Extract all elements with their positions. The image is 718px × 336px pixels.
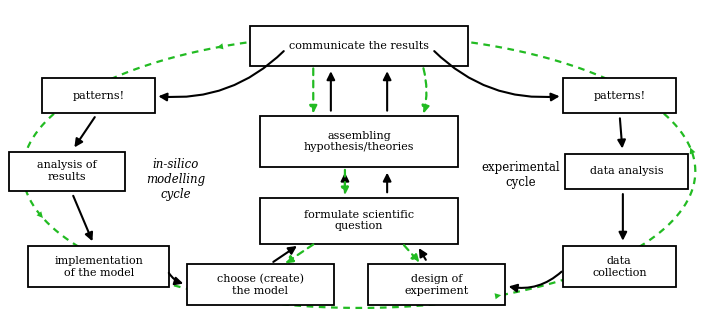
FancyBboxPatch shape	[187, 264, 335, 305]
Text: data analysis: data analysis	[589, 166, 663, 176]
FancyBboxPatch shape	[28, 246, 169, 287]
Text: implementation
of the model: implementation of the model	[55, 256, 143, 278]
Text: assembling
hypothesis/theories: assembling hypothesis/theories	[304, 131, 414, 153]
FancyBboxPatch shape	[261, 198, 457, 244]
Text: experimental
cycle: experimental cycle	[482, 161, 560, 188]
FancyBboxPatch shape	[9, 152, 125, 191]
FancyBboxPatch shape	[563, 246, 676, 287]
Text: analysis of
results: analysis of results	[37, 161, 97, 182]
FancyBboxPatch shape	[250, 27, 468, 66]
Text: patterns!: patterns!	[593, 91, 645, 100]
Text: patterns!: patterns!	[73, 91, 125, 100]
Text: data
collection: data collection	[592, 256, 647, 278]
FancyBboxPatch shape	[563, 78, 676, 113]
FancyBboxPatch shape	[261, 116, 457, 167]
Text: design of
experiment: design of experiment	[404, 274, 469, 296]
Text: formulate scientific
question: formulate scientific question	[304, 210, 414, 232]
Text: choose (create)
the model: choose (create) the model	[217, 274, 304, 296]
Text: in-silico
modelling
cycle: in-silico modelling cycle	[146, 158, 205, 201]
FancyBboxPatch shape	[368, 264, 505, 305]
Text: communicate the results: communicate the results	[289, 41, 429, 51]
FancyBboxPatch shape	[42, 78, 155, 113]
FancyBboxPatch shape	[565, 154, 688, 188]
